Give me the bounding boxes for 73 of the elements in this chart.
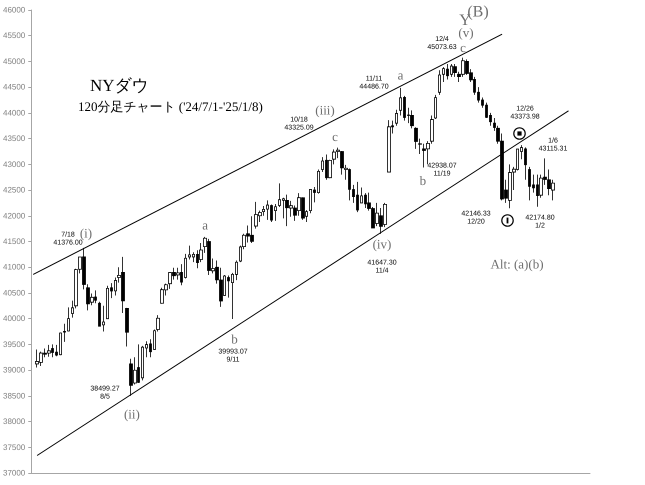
annotation: (ii) bbox=[124, 406, 140, 422]
y-tick-label: 43500 bbox=[2, 134, 26, 144]
candlestick bbox=[410, 110, 414, 129]
annotation: Alt: (a)(b) bbox=[490, 256, 544, 272]
text: NYダウ bbox=[90, 76, 149, 95]
candlestick bbox=[121, 256, 125, 314]
candlestick bbox=[188, 245, 191, 260]
candlestick bbox=[47, 344, 51, 358]
y-tick-label: 39500 bbox=[2, 340, 26, 349]
y-tick-label: 45500 bbox=[2, 31, 26, 40]
annotation: (B) bbox=[467, 4, 489, 20]
annotation: b bbox=[420, 173, 426, 188]
candlestick bbox=[508, 164, 512, 209]
y-tick-label: 43000 bbox=[2, 160, 26, 169]
y-tick-label: 44000 bbox=[2, 108, 26, 118]
candlestick bbox=[266, 200, 269, 220]
y-tick-label: 46000 bbox=[2, 6, 26, 14]
candlestick bbox=[438, 70, 441, 96]
y-tick-label: 44500 bbox=[2, 82, 26, 92]
y-tick-label: 37500 bbox=[2, 442, 26, 452]
candlestick bbox=[325, 154, 328, 180]
candlestick bbox=[137, 344, 140, 384]
candlestick bbox=[309, 188, 312, 214]
candlestick bbox=[387, 120, 391, 172]
y-tick-label: 38000 bbox=[2, 417, 26, 426]
y-tick-label: 40000 bbox=[2, 314, 26, 324]
candlestick bbox=[285, 194, 289, 226]
candlestick bbox=[270, 204, 273, 222]
y-tick-label: 38500 bbox=[2, 391, 26, 400]
y-tick-label: 37000 bbox=[2, 468, 26, 478]
y-tick-label: 42500 bbox=[2, 186, 26, 195]
candlestick bbox=[94, 290, 97, 304]
candlestick bbox=[59, 332, 62, 356]
candlestick bbox=[446, 64, 449, 80]
y-tick-label: 40500 bbox=[2, 288, 26, 298]
y-tick-label: 41500 bbox=[2, 237, 26, 246]
candlestick bbox=[524, 146, 527, 180]
candlestick bbox=[39, 351, 43, 366]
candlestick bbox=[395, 109, 398, 126]
candlestick bbox=[141, 346, 144, 381]
candlestick bbox=[450, 64, 453, 78]
candlestick bbox=[536, 174, 539, 208]
candlestick bbox=[125, 307, 129, 347]
annotation: c bbox=[460, 40, 466, 56]
candlestick bbox=[51, 344, 54, 358]
annotation: c bbox=[332, 129, 338, 144]
candlestick bbox=[301, 196, 305, 220]
candlestick bbox=[348, 168, 351, 201]
candlestick bbox=[274, 204, 277, 222]
annotation: b bbox=[231, 332, 238, 347]
candlestick bbox=[35, 349, 39, 368]
annotation: (v) bbox=[458, 25, 474, 40]
candlestick bbox=[528, 166, 531, 201]
candlestick bbox=[442, 66, 445, 82]
candlestick bbox=[207, 238, 211, 276]
candlestick bbox=[106, 285, 109, 320]
y-tick-label: 45000 bbox=[2, 56, 26, 66]
annotation: (iii) bbox=[315, 102, 335, 118]
candlestick bbox=[434, 94, 437, 120]
candlestick bbox=[160, 287, 164, 304]
y-tick-label: 42000 bbox=[2, 211, 26, 220]
annotation: a bbox=[202, 217, 208, 232]
candlestick bbox=[250, 216, 254, 244]
annotation: a bbox=[398, 67, 404, 82]
candlestick bbox=[129, 358, 133, 396]
y-tick-label: 39000 bbox=[2, 366, 26, 375]
text: 120分足チャート ('24/7/1-'25/1/8) bbox=[78, 99, 263, 114]
candlestick bbox=[356, 181, 359, 213]
annotation: (i) bbox=[80, 225, 92, 240]
candlestick bbox=[254, 201, 258, 230]
y-tick-label: 41000 bbox=[2, 262, 26, 272]
annotation: (iv) bbox=[372, 236, 392, 252]
candlestick bbox=[102, 305, 105, 332]
